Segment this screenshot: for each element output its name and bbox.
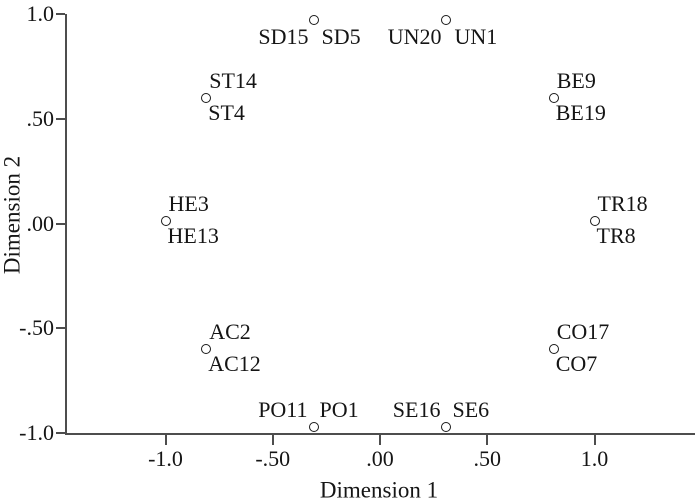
x-tick-label: .50 — [473, 446, 502, 471]
point-label: PO11 — [258, 396, 308, 422]
point-label: HE3 — [168, 191, 209, 217]
point-label: UN20 — [387, 24, 442, 50]
x-tick-label: 1.0 — [580, 446, 609, 471]
y-tick-label: 1.0 — [26, 0, 55, 26]
y-axis-title: Dimension 2 — [0, 155, 25, 275]
y-tick — [56, 12, 65, 15]
point-label: AC12 — [208, 351, 261, 377]
x-tick-label: .00 — [366, 446, 394, 471]
y-tick-label: -.50 — [19, 315, 54, 341]
y-axis — [65, 13, 67, 434]
y-tick — [56, 117, 65, 120]
x-tick — [164, 435, 167, 445]
y-tick — [56, 327, 65, 330]
data-point-marker — [548, 92, 559, 103]
point-label: BE9 — [556, 67, 596, 93]
x-tick — [593, 435, 596, 445]
data-point-marker — [589, 216, 600, 227]
x-tick-label: -1.0 — [148, 446, 183, 471]
data-point-marker — [201, 92, 212, 103]
y-tick-label: -1.0 — [19, 420, 54, 446]
point-label: CO17 — [556, 319, 610, 345]
point-label: UN1 — [454, 24, 498, 50]
point-label: SD5 — [321, 24, 361, 50]
x-tick — [271, 435, 274, 445]
data-point-marker — [308, 15, 319, 26]
data-point-marker — [308, 421, 319, 432]
data-point-marker — [201, 344, 212, 355]
data-point-marker — [441, 421, 452, 432]
data-point-marker — [441, 15, 452, 26]
point-label: PO1 — [319, 396, 359, 422]
y-tick-label: .50 — [26, 105, 55, 131]
y-tick — [56, 432, 65, 435]
point-label: ST14 — [209, 67, 257, 93]
x-tick-label: -.50 — [255, 446, 291, 471]
point-label: SE16 — [392, 396, 441, 422]
point-label: SD15 — [258, 24, 309, 50]
point-label: ST4 — [208, 99, 245, 125]
x-axis-title: Dimension 1 — [319, 477, 439, 503]
point-label: AC2 — [209, 319, 251, 345]
point-label: BE19 — [555, 99, 606, 125]
point-label: TR8 — [596, 223, 636, 249]
x-tick — [486, 435, 489, 445]
point-label: CO7 — [555, 351, 598, 377]
x-tick — [379, 435, 381, 445]
y-tick — [56, 222, 65, 225]
x-axis — [65, 433, 695, 435]
y-tick-label: .00 — [26, 210, 55, 236]
data-point-marker — [160, 216, 171, 227]
point-label: SE6 — [452, 396, 490, 422]
point-label: HE13 — [167, 223, 219, 249]
point-label: TR18 — [597, 191, 648, 217]
data-point-marker — [548, 344, 559, 355]
